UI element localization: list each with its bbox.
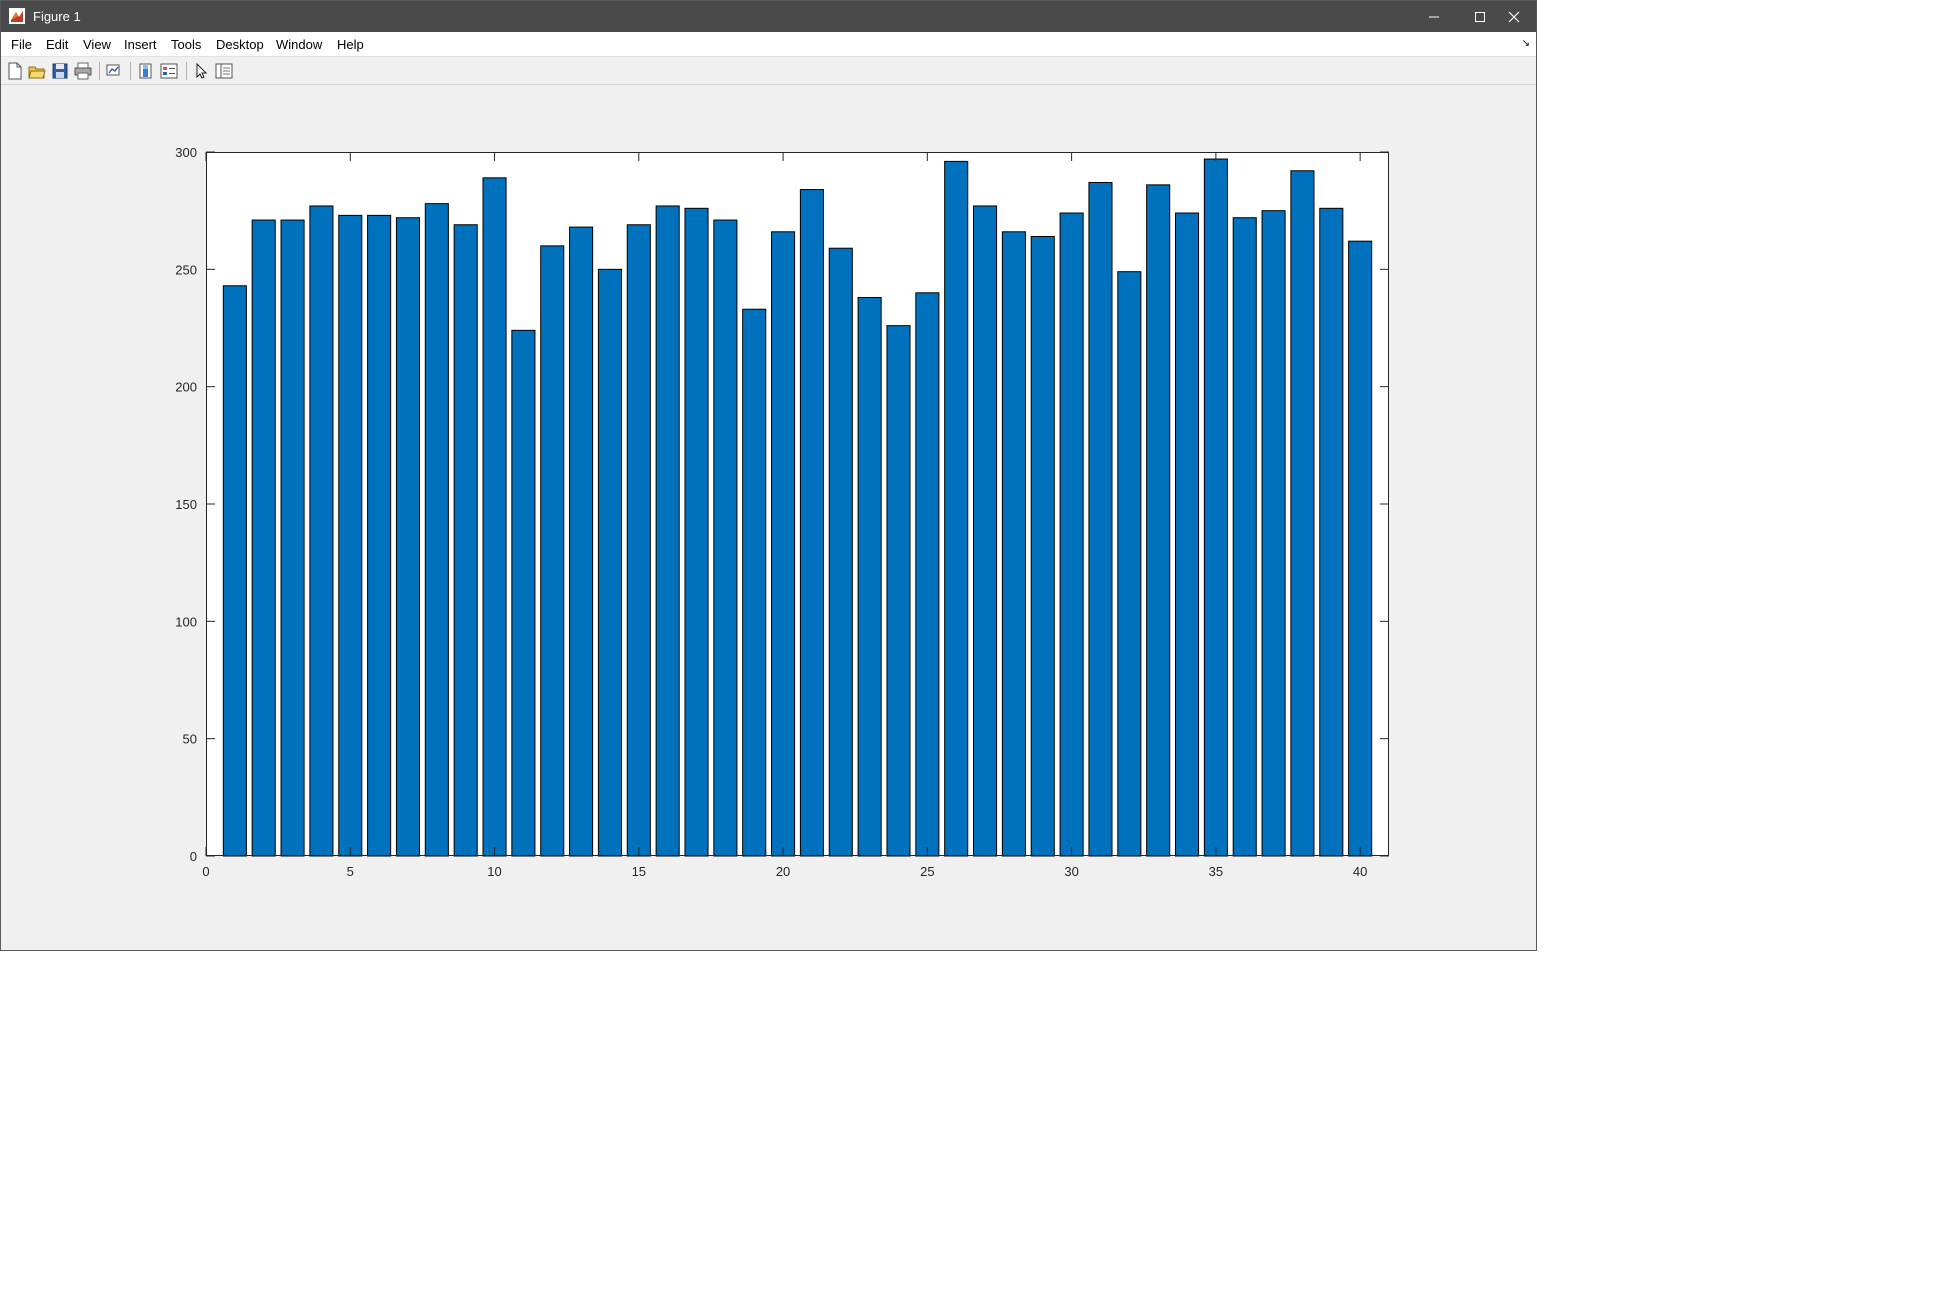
bar-15 [626,224,651,857]
toolbar-separator [186,62,187,80]
bar-2 [251,219,276,857]
bar-32 [1117,271,1142,857]
y-tick-label: 50 [183,732,197,747]
open-file-icon[interactable] [28,62,46,80]
x-tick-label: 0 [202,864,209,879]
x-tick-label: 25 [920,864,934,879]
toolbar-separator [130,62,131,80]
bar-4 [309,205,334,857]
x-tick-label: 15 [632,864,646,879]
menu-bar: File Edit View Insert Tools Desktop Wind… [1,32,1536,57]
maximize-icon [1475,11,1485,22]
insert-colorbar-icon[interactable] [137,62,155,80]
figure-window: Figure 1 File Edit View Insert Tools Des… [0,0,1537,951]
bar-16 [655,205,680,857]
bar-chart: 0 5 10 15 20 25 30 35 40 0 50 100 150 200 250 300 [175,145,1389,879]
bar-10 [482,177,507,857]
print-icon[interactable] [74,62,92,80]
menu-desktop[interactable]: Desktop [216,37,264,52]
bar-36 [1232,217,1257,857]
bar-23 [857,296,882,857]
bar-6 [367,214,392,857]
bar-25 [915,292,940,857]
bar-35 [1203,158,1228,857]
x-tick-label: 30 [1064,864,1078,879]
bar-24 [886,325,911,857]
bar-13 [569,226,594,857]
bar-33 [1146,184,1171,857]
bar-5 [338,214,363,857]
close-icon [1508,11,1520,22]
menu-view[interactable]: View [83,37,111,52]
bar-38 [1290,170,1315,857]
menu-window[interactable]: Window [276,37,323,52]
ticks-group: 0 5 10 15 20 25 30 35 40 0 50 100 150 200 250 300 [175,145,1389,879]
bar-30 [1059,212,1084,857]
bars-group [222,158,1373,857]
x-tick-label: 35 [1209,864,1223,879]
y-tick-label: 200 [175,380,197,395]
bar-18 [713,219,738,857]
menu-edit[interactable]: Edit [46,37,69,52]
x-tick-label: 40 [1353,864,1367,879]
link-plot-icon[interactable] [105,62,123,80]
x-tick-label: 10 [487,864,501,879]
bar-3 [280,219,305,857]
bar-39 [1319,207,1344,857]
edit-plot-icon[interactable] [193,62,211,80]
window-title: Figure 1 [33,9,81,24]
bar-17 [684,207,709,857]
menu-insert[interactable]: Insert [124,37,157,52]
bar-19 [742,308,767,857]
minimize-icon [1429,16,1439,17]
maximize-button[interactable] [1457,1,1503,32]
bar-40 [1348,240,1373,857]
new-figure-icon[interactable] [6,62,24,80]
menu-tools[interactable]: Tools [171,37,202,52]
bar-34 [1174,212,1200,857]
bar-29 [1030,235,1055,857]
bar-22 [828,247,853,857]
bar-31 [1088,182,1113,857]
y-tick-label: 0 [190,849,197,864]
menu-help[interactable]: Help [337,37,364,52]
save-icon[interactable] [51,62,69,80]
bar-9 [453,224,478,857]
title-bar[interactable]: Figure 1 [1,1,1536,32]
close-button[interactable] [1491,1,1537,32]
x-tick-label: 20 [776,864,790,879]
bar-21 [799,189,824,857]
y-tick-label: 250 [175,262,197,277]
bar-27 [973,205,998,857]
bar-1 [222,285,247,857]
bar-26 [944,160,969,857]
bar-7 [395,217,421,857]
y-tick-label: 150 [175,497,197,512]
dock-figure-icon[interactable]: ↘ [1521,38,1530,49]
y-tick-label: 100 [175,614,197,629]
figure-toolbar [1,57,1536,85]
bar-11 [511,329,536,857]
insert-legend-icon[interactable] [160,62,178,80]
bar-37 [1261,210,1286,857]
figure-canvas: 0 5 10 15 20 25 30 35 40 0 50 100 150 200 250 300 [1,86,1536,951]
bar-12 [540,245,565,857]
bar-20 [771,231,796,857]
x-tick-label: 5 [347,864,354,879]
toolbar-separator [99,62,100,80]
minimize-button[interactable] [1411,1,1457,32]
menu-file[interactable]: File [11,37,32,52]
bar-8 [424,203,449,857]
y-tick-label: 300 [175,145,197,160]
bar-28 [1001,231,1026,857]
matlab-app-icon [9,8,25,24]
property-inspector-icon[interactable] [215,62,233,80]
bar-14 [597,268,622,857]
